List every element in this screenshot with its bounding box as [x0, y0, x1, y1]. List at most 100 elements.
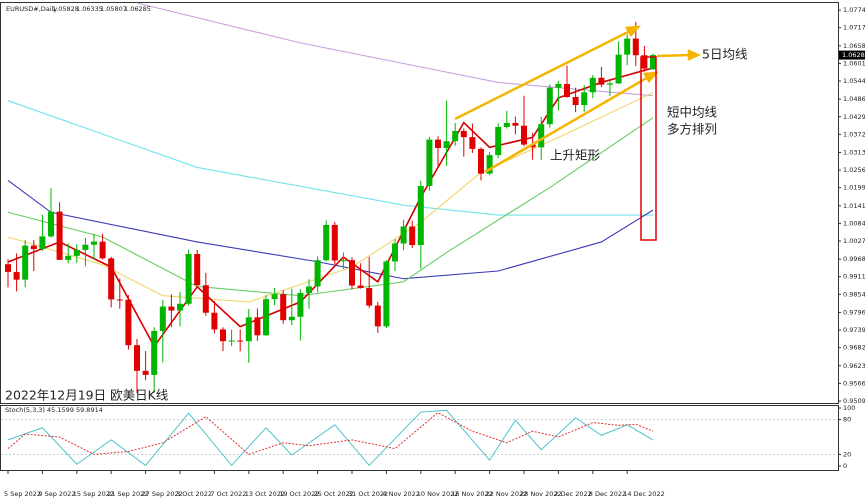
x-tick-label: 2 Dec 2022	[554, 490, 591, 498]
candle-body	[228, 340, 235, 342]
arrowhead	[687, 49, 702, 61]
indicator-tick-label: 0	[843, 462, 847, 470]
stochastic-line	[7, 412, 654, 455]
y-tick-label: 0.98545	[843, 290, 865, 298]
moving-average	[7, 100, 653, 216]
y-tick-label: 0.99685	[843, 255, 865, 263]
candle-body	[598, 77, 605, 85]
x-tick-label: 4 Nov 2022	[382, 490, 420, 498]
candle-body	[383, 261, 390, 327]
candle-body	[39, 236, 46, 250]
arrowhead	[642, 71, 659, 84]
candle-body	[314, 260, 321, 287]
candle-body	[400, 226, 407, 244]
candle-body	[641, 55, 648, 69]
y-tick-label: 1.06015	[843, 59, 865, 67]
candle-body	[237, 340, 244, 342]
ohlc-high: 1.06335	[76, 5, 103, 13]
annotation: 5日均线	[702, 47, 748, 62]
channel-upper	[454, 28, 633, 121]
candle-body	[30, 245, 37, 250]
candle-body	[185, 254, 192, 304]
candle-body	[245, 317, 252, 342]
x-tick-label: 31 Oct 2022	[348, 490, 388, 498]
candle-body	[125, 299, 132, 346]
candle-body	[202, 285, 209, 313]
candle-body	[486, 155, 493, 174]
y-tick-label: 0.96235	[843, 362, 865, 370]
channel-lower	[484, 74, 651, 174]
indicator-panel	[0, 405, 839, 471]
x-tick-label: 25 Oct 2022	[314, 490, 354, 498]
indicator-tick-label: 100	[843, 404, 855, 412]
candle-body	[48, 211, 54, 237]
y-tick-label: 1.01410	[843, 202, 865, 210]
candle-body	[151, 330, 158, 375]
x-tick-label: 5 Sep 2022	[4, 490, 41, 498]
candle-body	[220, 329, 226, 342]
candle-body	[426, 139, 433, 186]
candle-body	[82, 244, 89, 250]
candle-body	[417, 185, 424, 246]
candle-body	[254, 317, 261, 336]
candle-body	[589, 77, 596, 93]
annotation: 2022年12月19日 欧美日K线	[5, 388, 169, 403]
candle-body	[142, 370, 149, 375]
candle-body	[288, 316, 295, 321]
candle-body	[607, 83, 613, 85]
candle-body	[529, 144, 536, 148]
x-tick-label: 19 Oct 2022	[279, 490, 319, 498]
candle-body	[134, 345, 140, 371]
candle-body	[521, 125, 527, 145]
candle-body	[357, 285, 364, 289]
candle-body	[460, 130, 467, 138]
candle-body	[211, 312, 218, 330]
x-tick-label: 14 Dec 2022	[623, 490, 665, 498]
x-tick-label: 9 Sep 2022	[38, 490, 75, 498]
annotation: 上升矩形	[550, 148, 601, 163]
candle-body	[632, 38, 639, 56]
candle-body	[194, 254, 201, 286]
candle-body	[73, 249, 80, 256]
price-label: 1.06285	[842, 51, 865, 59]
candle-body	[297, 292, 304, 317]
candle-body	[650, 55, 656, 70]
candle-body	[91, 241, 97, 245]
candles	[5, 21, 656, 394]
ohlc-low: 1.05807	[100, 5, 127, 13]
x-tick-label: 28 Nov 2022	[520, 490, 562, 498]
x-tick-label: 21 Sep 2022	[107, 490, 148, 498]
y-tick-label: 1.04860	[843, 95, 865, 103]
candle-body	[615, 54, 622, 84]
x-tick-label: 7 Oct 2022	[210, 490, 246, 498]
indicator-title: Stoch(5,3,3) 45.1599 59.8914	[5, 406, 103, 414]
candle-body	[108, 258, 115, 300]
candle-body	[56, 211, 63, 260]
candle-body	[435, 139, 441, 148]
candle-body	[65, 255, 72, 260]
x-tick-label: 13 Oct 2022	[245, 490, 285, 498]
indicator-tick-label: 20	[843, 450, 851, 458]
candle-body	[409, 226, 416, 246]
candle-body	[443, 141, 450, 148]
y-tick-label: 1.04290	[843, 113, 865, 121]
candle-body	[349, 260, 355, 286]
candle-body	[572, 96, 579, 106]
candle-body	[280, 294, 287, 321]
x-tick-label: 15 Sep 2022	[73, 490, 114, 498]
x-tick-label: 8 Dec 2022	[589, 490, 626, 498]
candle-body	[366, 288, 373, 306]
candle-body	[546, 87, 553, 125]
candle-body	[306, 286, 312, 293]
x-tick-label: 22 Nov 2022	[486, 490, 528, 498]
y-tick-label: 1.07740	[843, 6, 865, 14]
symbol: EURUSD#,Daily	[6, 5, 57, 13]
y-tick-label: 1.06585	[843, 42, 865, 50]
y-tick-label: 1.00840	[843, 219, 865, 227]
candle-body	[581, 92, 588, 106]
price-box	[839, 50, 865, 60]
x-tick-label: 10 Nov 2022	[417, 490, 459, 498]
